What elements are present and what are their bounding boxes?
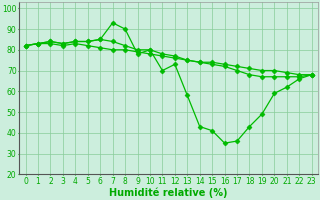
X-axis label: Humidité relative (%): Humidité relative (%) bbox=[109, 187, 228, 198]
